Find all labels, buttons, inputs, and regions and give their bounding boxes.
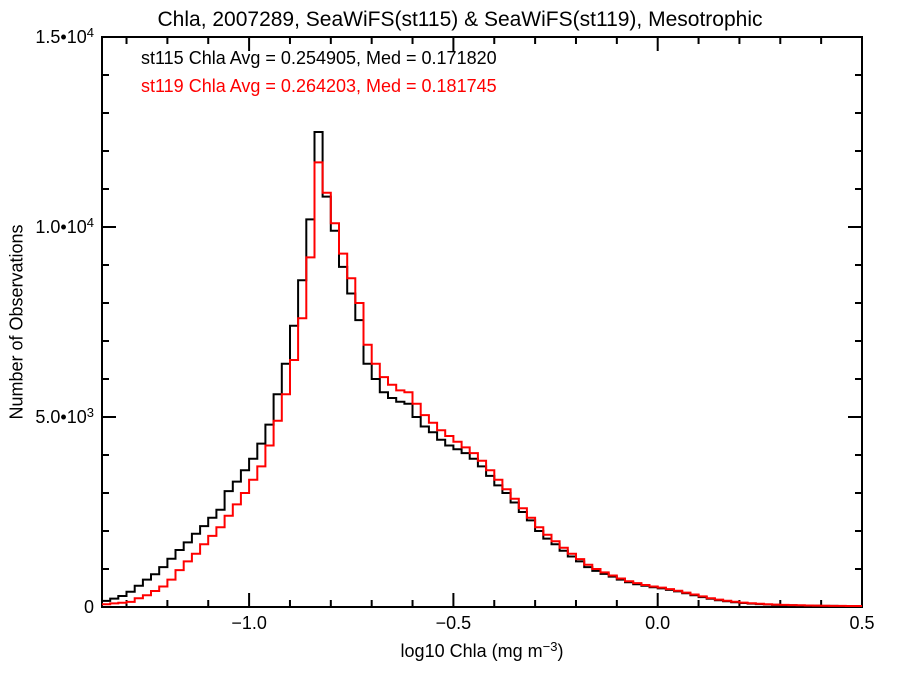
x-axis-label: log10 Chla (mg m−3)	[102, 639, 862, 662]
y-tick-label: 0	[83, 597, 94, 617]
legend-st119: st119 Chla Avg = 0.264203, Med = 0.18174…	[141, 76, 497, 96]
legend-st115: st115 Chla Avg = 0.254905, Med = 0.17182…	[141, 48, 497, 68]
plot-frame	[101, 36, 863, 608]
x-tick-label: 0.5	[849, 613, 875, 633]
x-tick-label: −0.5	[435, 613, 472, 633]
x-axis-label-main: log10 Chla (mg m	[400, 641, 543, 661]
y-axis-label: Number of Observations	[6, 224, 27, 420]
x-tick-label: −1.0	[231, 613, 267, 633]
y-tick-label: 5.0•103	[35, 405, 94, 427]
x-axis-label-exponent: −3	[542, 639, 558, 654]
x-tick-label: 0.0	[645, 613, 671, 633]
y-tick-label: 1.5•104	[35, 25, 94, 47]
x-axis-label-close: )	[557, 641, 564, 661]
y-tick-label: 1.0•104	[35, 215, 94, 237]
chart-title: Chla, 2007289, SeaWiFS(st115) & SeaWiFS(…	[157, 8, 763, 31]
histogram-series-st119	[102, 161, 862, 607]
